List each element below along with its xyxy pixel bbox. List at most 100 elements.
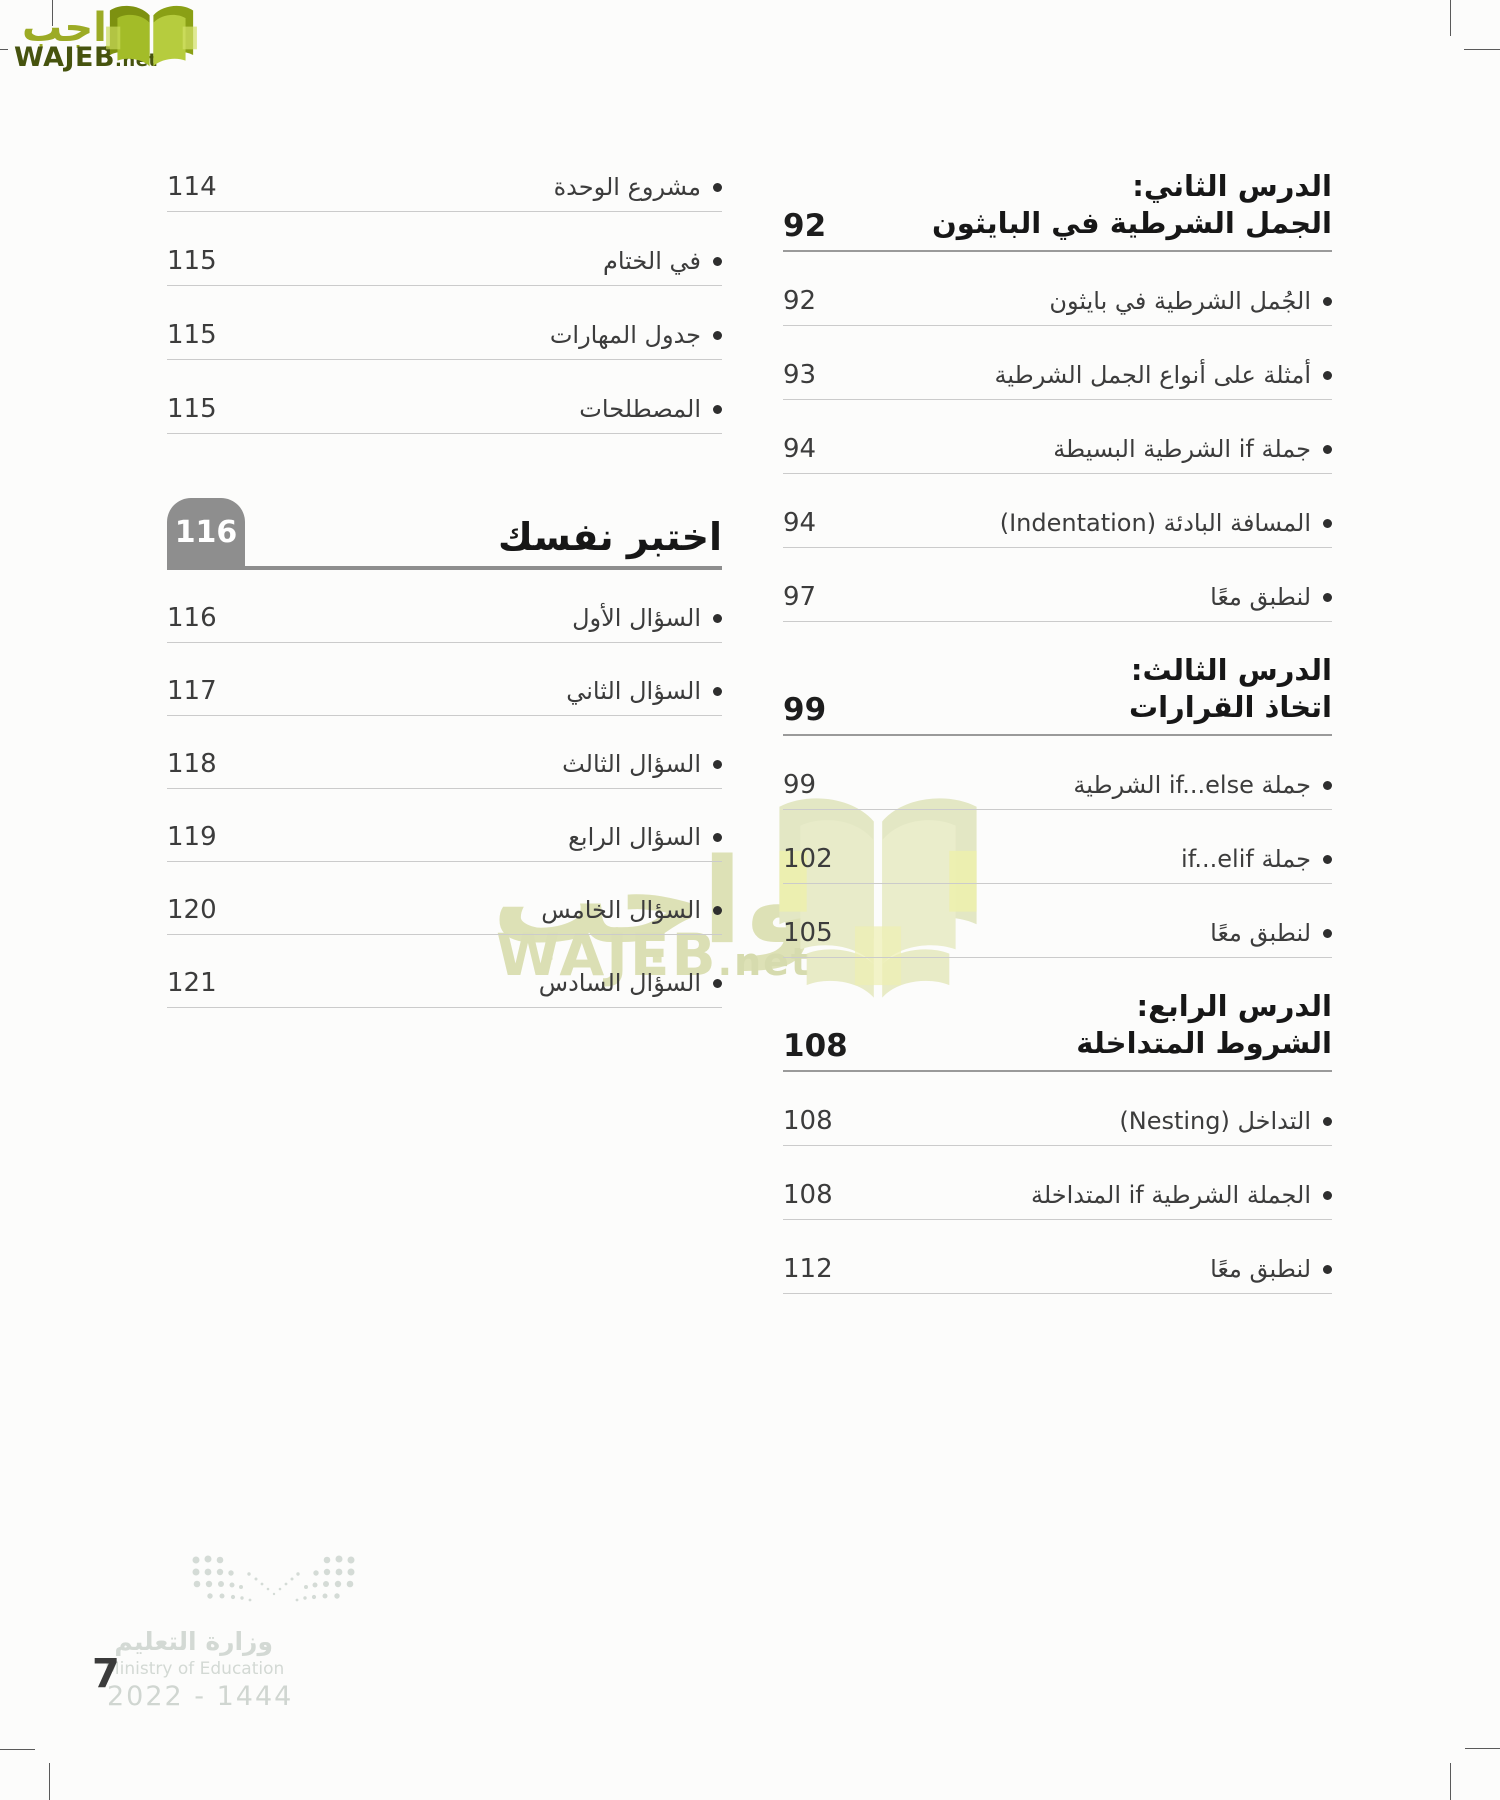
toc-item-row: المصطلحات 115 [167, 360, 722, 434]
toc-item-label: جملة if الشرطية البسيطة [1053, 435, 1332, 463]
toc-item-page: 105 [783, 918, 833, 948]
ministry-name-arabic: وزارة التعليم [114, 1627, 273, 1656]
toc-item-page: 115 [167, 246, 217, 276]
toc-item-row: السؤال الثالث 118 [167, 716, 722, 789]
toc-item-page: 97 [783, 582, 817, 612]
toc-item-text: لنطبق معًا [1210, 583, 1311, 611]
toc-item-row: السؤال الأول 116 [167, 570, 722, 643]
bullet-icon [1323, 592, 1332, 602]
toc-section-header: الدرس الثاني: الجمل الشرطية في البايثون … [783, 168, 1332, 252]
crop-mark [1450, 1763, 1451, 1800]
bullet-icon [713, 613, 722, 623]
toc-item-page: 119 [167, 822, 217, 852]
toc-item-text: جدول المهارات [549, 321, 701, 349]
toc-item-label: مشروع الوحدة [554, 173, 722, 201]
toc-item-page: 118 [167, 749, 217, 779]
ministry-logo-icon [186, 1552, 361, 1618]
toc-section-title-line2: اتخاذ القرارات [1128, 690, 1332, 724]
toc-item-label: المسافة البادئة (Indentation) [1000, 509, 1332, 537]
toc-item-row: أمثلة على أنواع الجمل الشرطية 93 [783, 326, 1332, 400]
toc-item-row: الجملة الشرطية if المتداخلة 108 [783, 1146, 1332, 1220]
quiz-page-number: 116 [174, 514, 238, 550]
toc-section-title-line1: الدرس الرابع: [1136, 989, 1333, 1023]
crop-mark [0, 49, 8, 50]
watermark-tld: .net [717, 940, 812, 984]
toc-item-text: جملة if الشرطية البسيطة [1053, 435, 1311, 463]
toc-item-text: السؤال الخامس [541, 896, 701, 924]
quiz-page-tab: 116 [167, 498, 245, 566]
toc-item-text: لنطبق معًا [1210, 919, 1311, 947]
toc-section-page: 92 [783, 208, 827, 244]
toc-section-title: الدرس الثالث: اتخاذ القرارات [1129, 652, 1332, 726]
toc-item-row: جدول المهارات 115 [167, 286, 722, 360]
toc-right-column: الدرس الثاني: الجمل الشرطية في البايثون … [783, 168, 1332, 1294]
toc-section-title-line1: الدرس الثاني: [1132, 169, 1332, 203]
toc-section-title-line2: الشروط المتداخلة [1076, 1026, 1332, 1060]
toc-item-text: جملة if...elif [1181, 845, 1311, 873]
bullet-icon [1323, 296, 1332, 306]
toc-item-label: أمثلة على أنواع الجمل الشرطية [995, 361, 1332, 389]
bullet-icon [1323, 444, 1332, 454]
toc-item-row: لنطبق معًا 97 [783, 548, 1332, 622]
toc-item-page: 93 [783, 360, 817, 390]
toc-section-header: الدرس الرابع: الشروط المتداخلة 108 [783, 988, 1332, 1072]
bullet-icon [713, 759, 722, 769]
toc-item-page: 114 [167, 172, 217, 202]
crop-mark [52, 0, 53, 26]
crop-mark [1465, 1748, 1500, 1749]
toc-item-row: التداخل (Nesting) 108 [783, 1072, 1332, 1146]
wajeb-book-icon [104, 2, 199, 76]
toc-item-label: السؤال السادس [539, 969, 722, 997]
watermark-latin-text: WAJEB.net [496, 926, 811, 984]
crop-mark [1464, 49, 1500, 50]
toc-item-text: السؤال الرابع [568, 823, 701, 851]
toc-item-page: 117 [167, 676, 217, 706]
toc-item-page: 115 [167, 320, 217, 350]
toc-item-page: 94 [783, 508, 817, 538]
bullet-icon [713, 256, 722, 266]
toc-left-column: مشروع الوحدة 114 في الختام 115 جدول المه… [167, 172, 722, 1008]
toc-item-text: مشروع الوحدة [553, 173, 701, 201]
bullet-icon [713, 832, 722, 842]
toc-item-label: الجملة الشرطية if المتداخلة [1031, 1181, 1332, 1209]
toc-item-row: السؤال الثاني 117 [167, 643, 722, 716]
toc-item-page: 112 [783, 1254, 833, 1284]
toc-item-row: الجُمل الشرطية في بايثون 92 [783, 252, 1332, 326]
watermark-book-icon [752, 790, 1004, 1009]
toc-item-label: لنطبق معًا [1210, 919, 1332, 947]
toc-item-text: السؤال السادس [538, 969, 701, 997]
toc-section-title: الدرس الرابع: الشروط المتداخلة [1076, 988, 1332, 1062]
toc-item-page: 115 [167, 394, 217, 424]
toc-section-page: 108 [783, 1028, 848, 1064]
toc-item-label: السؤال الرابع [568, 823, 722, 851]
wajeb-logo: واجب WAJEB.net [0, 0, 220, 80]
toc-item-page: 102 [783, 844, 833, 874]
toc-item-page: 116 [167, 603, 217, 633]
toc-item-label: جملة if...elif [1181, 845, 1332, 873]
toc-item-row: جملة if...elif 102 [783, 810, 1332, 884]
toc-item-row: جملة if الشرطية البسيطة 94 [783, 400, 1332, 474]
bullet-icon [1323, 928, 1332, 938]
toc-item-row: المسافة البادئة (Indentation) 94 [783, 474, 1332, 548]
toc-item-text: المسافة البادئة (Indentation) [999, 509, 1311, 537]
bullet-icon [713, 686, 722, 696]
toc-item-label: جملة if...else الشرطية [1073, 771, 1332, 799]
page-footer: وزارة التعليم Ministry of Education 2022… [0, 1540, 420, 1760]
bullet-icon [713, 978, 722, 988]
toc-section-title: الدرس الثاني: الجمل الشرطية في البايثون [932, 168, 1332, 242]
quiz-items: السؤال الأول 116 السؤال الثاني 117 السؤا… [167, 570, 722, 1008]
toc-item-page: 92 [783, 286, 817, 316]
toc-item-text: جملة if...else الشرطية [1073, 771, 1311, 799]
toc-item-text: السؤال الثاني [566, 677, 701, 705]
toc-item-text: في الختام [603, 247, 701, 275]
bullet-icon [713, 330, 722, 340]
toc-item-label: في الختام [603, 247, 722, 275]
toc-item-label: جدول المهارات [550, 321, 722, 349]
bullet-icon [1323, 1264, 1332, 1274]
toc-item-row: جملة if...else الشرطية 99 [783, 736, 1332, 810]
toc-section-page: 99 [783, 692, 827, 728]
toc-item-row: السؤال الرابع 119 [167, 789, 722, 862]
toc-item-text: الجملة الشرطية if المتداخلة [1030, 1181, 1311, 1209]
toc-item-row: السؤال الخامس 120 [167, 862, 722, 935]
